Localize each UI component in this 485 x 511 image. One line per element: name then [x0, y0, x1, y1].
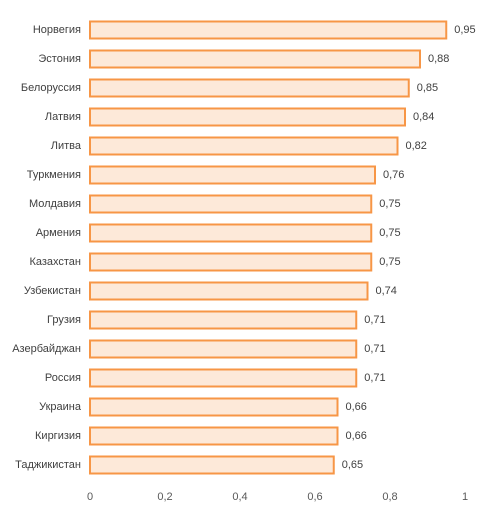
x-tick-label: 0,2: [157, 491, 172, 503]
category-label: Туркмения: [27, 169, 81, 181]
value-label: 0,75: [379, 227, 400, 239]
bar: [89, 339, 358, 359]
value-label: 0,65: [342, 459, 363, 471]
bar: [89, 194, 373, 214]
value-label: 0,84: [413, 111, 434, 123]
value-labels: 0,95 0,88 0,85 0,84 0,82 0,76 0,75 0,75 0,75 0,74…: [342, 24, 476, 471]
value-label: 0,71: [364, 314, 385, 326]
category-label: Узбекистан: [24, 285, 81, 297]
category-label: Киргизия: [35, 430, 81, 442]
category-label: Украина: [39, 401, 82, 413]
category-label: Литва: [51, 140, 82, 152]
value-label: 0,74: [376, 285, 397, 297]
value-label: 0,66: [346, 401, 367, 413]
category-label: Казахстан: [29, 256, 81, 268]
x-tick-label: 0,4: [232, 491, 247, 503]
bar: [89, 426, 339, 446]
bar: [89, 49, 421, 69]
value-label: 0,95: [454, 24, 475, 36]
value-label: 0,71: [364, 372, 385, 384]
x-tick-label: 1: [462, 491, 468, 503]
category-label: Эстония: [38, 53, 81, 65]
bar: [89, 368, 358, 388]
value-label: 0,76: [383, 169, 404, 181]
category-label: Белоруссия: [21, 82, 81, 94]
category-label: Молдавия: [29, 198, 81, 210]
category-label: Азербайджан: [12, 343, 81, 355]
bar: [89, 223, 373, 243]
value-label: 0,88: [428, 53, 449, 65]
x-tick-label: 0,6: [307, 491, 322, 503]
category-labels: Норвегия Эстония Белоруссия Латвия Литва Турк…: [12, 24, 82, 471]
bar: [89, 310, 358, 330]
x-axis-tick-labels: 0 0,2 0,4 0,6 0,8 1: [87, 491, 468, 503]
bar: [89, 136, 399, 156]
category-label: Латвия: [45, 111, 81, 123]
category-label: Норвегия: [33, 24, 81, 36]
bar: [89, 107, 406, 127]
value-label: 0,82: [406, 140, 427, 152]
value-label: 0,71: [364, 343, 385, 355]
x-tick-label: 0: [87, 491, 93, 503]
value-label: 0,75: [379, 198, 400, 210]
bar: [89, 455, 335, 475]
category-label: Таджикистан: [15, 459, 81, 471]
x-tick-label: 0,8: [382, 491, 397, 503]
bar: [89, 281, 369, 301]
bar: [89, 165, 376, 185]
category-label: Армения: [36, 227, 81, 239]
category-label: Грузия: [47, 314, 81, 326]
category-label: Россия: [45, 372, 81, 384]
value-label: 0,85: [417, 82, 438, 94]
bar: [89, 20, 448, 40]
value-label: 0,75: [379, 256, 400, 268]
bar: [89, 397, 339, 417]
bar: [89, 78, 410, 98]
bars: [89, 20, 448, 475]
value-label: 0,66: [346, 430, 367, 442]
bar: [89, 252, 373, 272]
